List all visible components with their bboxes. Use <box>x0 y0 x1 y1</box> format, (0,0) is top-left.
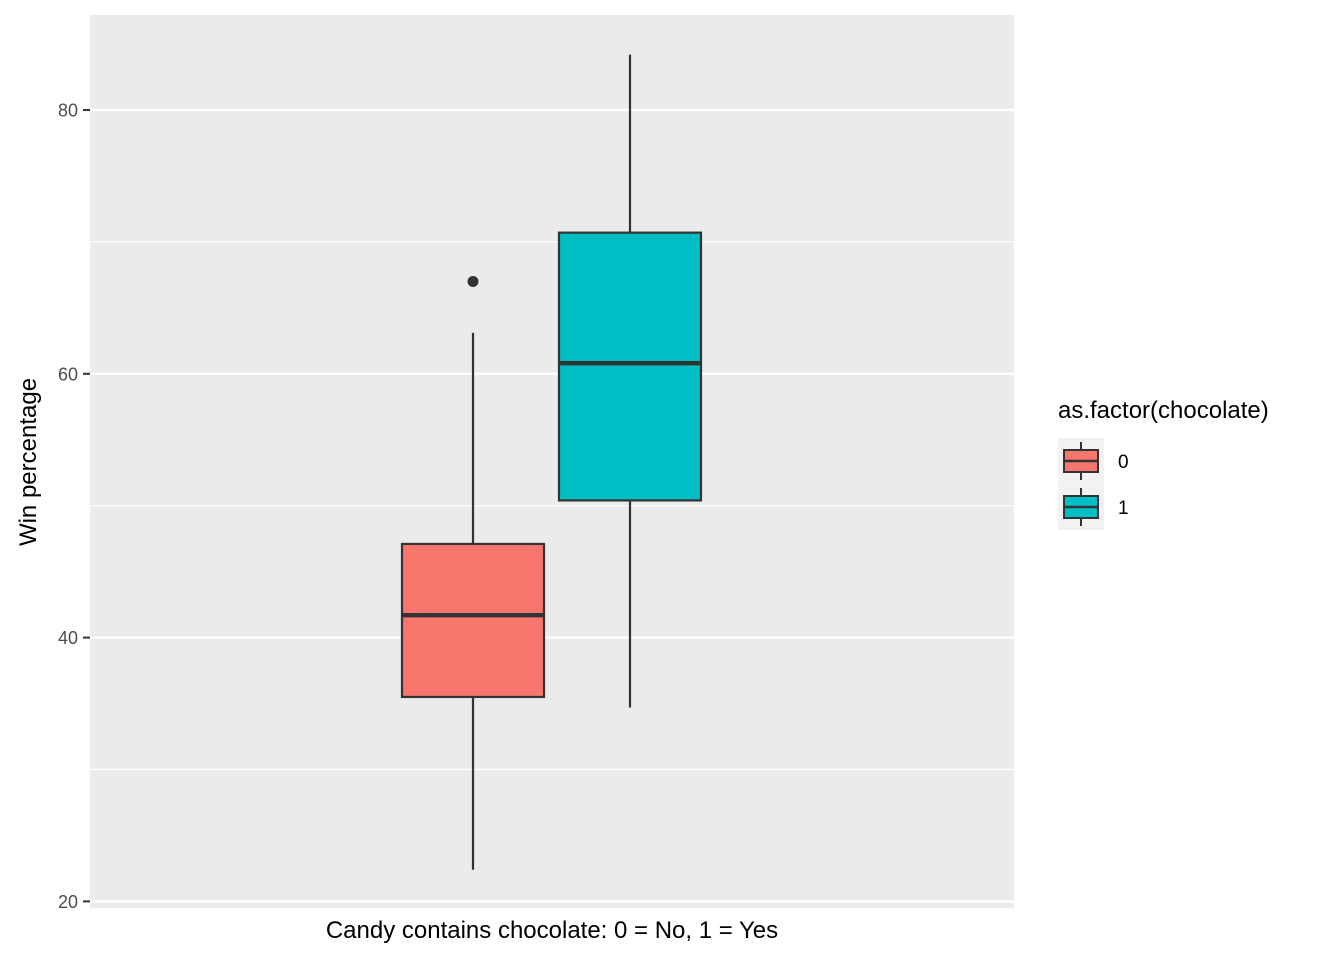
box-1 <box>557 54 703 708</box>
box-iqr <box>557 231 703 502</box>
legend: as.factor(chocolate) 0 1 <box>1058 397 1269 530</box>
y-tick-label: 40 <box>58 628 78 648</box>
major-gridlines <box>90 108 1014 903</box>
legend-key-1: 1 <box>1058 484 1129 530</box>
legend-label: 0 <box>1118 452 1129 473</box>
legend-title: as.factor(chocolate) <box>1058 397 1269 424</box>
y-axis-title: Win percentage <box>15 378 42 546</box>
box-series <box>400 54 703 870</box>
legend-label: 1 <box>1118 498 1129 519</box>
outlier-point <box>467 275 479 287</box>
x-axis-title: Candy contains chocolate: 0 = No, 1 = Ye… <box>326 917 778 944</box>
y-tick-label: 20 <box>58 892 78 912</box>
minor-gridlines <box>90 241 1014 771</box>
y-tick-label: 80 <box>58 100 78 120</box>
y-axis: 20 40 60 80 <box>58 100 90 912</box>
box-0 <box>400 275 546 870</box>
box-iqr <box>400 542 546 699</box>
plot-panel <box>90 15 1014 908</box>
y-tick-label: 60 <box>58 364 78 384</box>
legend-key-0: 0 <box>1058 438 1129 484</box>
